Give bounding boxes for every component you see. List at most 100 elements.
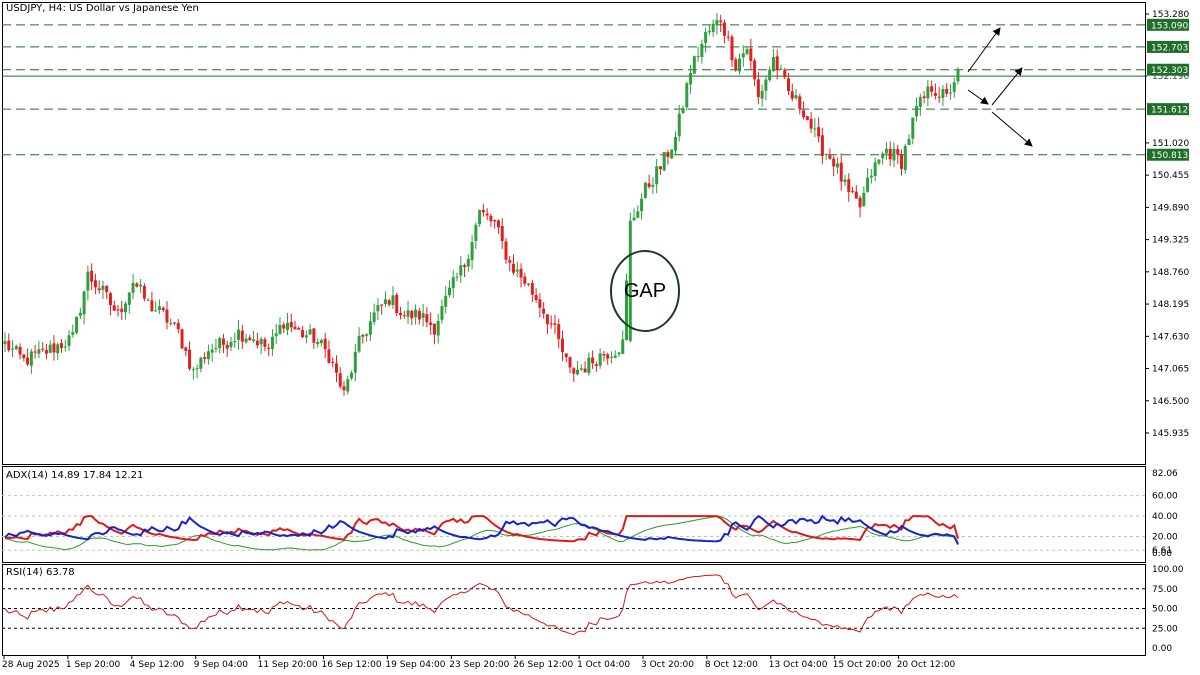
price-tick-label: 148.760: [1152, 268, 1189, 278]
candle-body: [218, 338, 222, 348]
candle-body: [707, 30, 711, 33]
candle-body: [429, 322, 433, 325]
candle-body: [425, 314, 429, 323]
candle-body: [293, 326, 297, 330]
candle-body: [877, 159, 881, 164]
candle-body: [399, 312, 403, 316]
candle-body: [685, 83, 689, 108]
projection-arrow: [991, 67, 1023, 106]
rsi-tick-label: 50.00: [1152, 605, 1178, 615]
price-tick-label: 146.500: [1152, 397, 1189, 407]
candle-body: [406, 310, 410, 317]
candle-body: [252, 339, 256, 342]
time-tick-label: 28 Aug 2025: [2, 660, 60, 670]
candle-body: [813, 128, 817, 130]
candle-body: [851, 191, 855, 193]
candle-body: [768, 69, 772, 81]
candle-body: [805, 116, 809, 120]
candle-body: [312, 328, 316, 343]
level-tag-label: 151.612: [1151, 106, 1188, 116]
candle-body: [105, 285, 109, 293]
candle-body: [391, 295, 395, 306]
candle-body: [775, 56, 779, 71]
candle-body: [734, 59, 738, 71]
candle-body: [636, 211, 640, 218]
candle-body: [169, 323, 173, 325]
candle-body: [576, 369, 580, 375]
candle-body: [410, 310, 414, 319]
level-tag: [1147, 63, 1189, 76]
level-tag-label: 152.303: [1151, 66, 1188, 76]
candle-body: [572, 368, 576, 374]
candle-body: [764, 79, 768, 91]
candle-body: [835, 163, 839, 168]
chart-title: USDJPY, H4: US Dollar vs Japanese Yen: [6, 3, 199, 14]
candle-body: [873, 162, 877, 177]
candle-body: [365, 334, 369, 336]
candle-body: [930, 86, 934, 92]
candle-body: [470, 242, 474, 260]
candle-body: [779, 68, 783, 70]
time-tick-label: 20 Oct 12:00: [897, 660, 956, 670]
candle-body: [832, 158, 836, 167]
price-tick-label: 148.195: [1152, 300, 1189, 310]
candle-body: [903, 145, 907, 171]
candle-body: [489, 215, 493, 222]
time-tick-label: 1 Sep 20:00: [66, 660, 121, 670]
projection-arrow: [967, 27, 1001, 73]
candle-body: [896, 149, 900, 155]
candle-body: [798, 96, 802, 110]
candle-body: [530, 282, 534, 295]
price-tick-label: 153.280: [1152, 10, 1189, 20]
candle-body: [741, 53, 745, 58]
candle-body: [331, 362, 335, 364]
adx-tick-label: 0.00: [1152, 549, 1172, 559]
candle-body: [658, 166, 662, 170]
candle-body: [14, 346, 18, 350]
candle-body: [715, 19, 719, 26]
candle-body: [899, 154, 903, 169]
candle-body: [120, 308, 124, 312]
candle-body: [722, 22, 726, 36]
candle-body: [142, 286, 146, 299]
candle-body: [248, 337, 252, 341]
candle-body: [745, 49, 749, 54]
candle-body: [719, 20, 723, 23]
candle-body: [583, 368, 587, 373]
candle-body: [662, 152, 666, 171]
candle-body: [666, 152, 670, 158]
candle-body: [237, 329, 241, 340]
candle-body: [651, 184, 655, 187]
candle-body: [478, 210, 482, 225]
candle-body: [154, 310, 158, 312]
time-tick-label: 13 Oct 04:00: [769, 660, 828, 670]
candle-body: [41, 348, 45, 350]
candle-body: [594, 364, 598, 366]
candle-body: [210, 349, 214, 353]
candle-body: [37, 349, 41, 354]
candle-body: [613, 355, 617, 358]
candle-body: [508, 260, 512, 263]
candle-body: [790, 91, 794, 99]
candle-body: [519, 268, 523, 278]
candle-body: [387, 300, 391, 305]
candle-body: [440, 306, 444, 320]
candle-body: [839, 162, 843, 182]
candle-body: [527, 283, 531, 286]
candle-body: [244, 338, 248, 343]
candle-body: [760, 90, 764, 99]
candle-body: [817, 127, 821, 137]
adx-tick-label: 40.00: [1152, 512, 1178, 522]
candle-body: [184, 347, 188, 351]
candle-body: [173, 322, 177, 324]
candle-body: [783, 69, 787, 78]
candle-body: [463, 265, 467, 267]
candle-body: [3, 341, 7, 345]
candle-body: [135, 283, 139, 287]
rsi-tick-label: 25.00: [1152, 624, 1178, 634]
candle-body: [640, 198, 644, 212]
candle-body: [52, 343, 56, 353]
candle-body: [289, 322, 293, 328]
candle-body: [56, 344, 60, 354]
candle-body: [847, 179, 851, 192]
